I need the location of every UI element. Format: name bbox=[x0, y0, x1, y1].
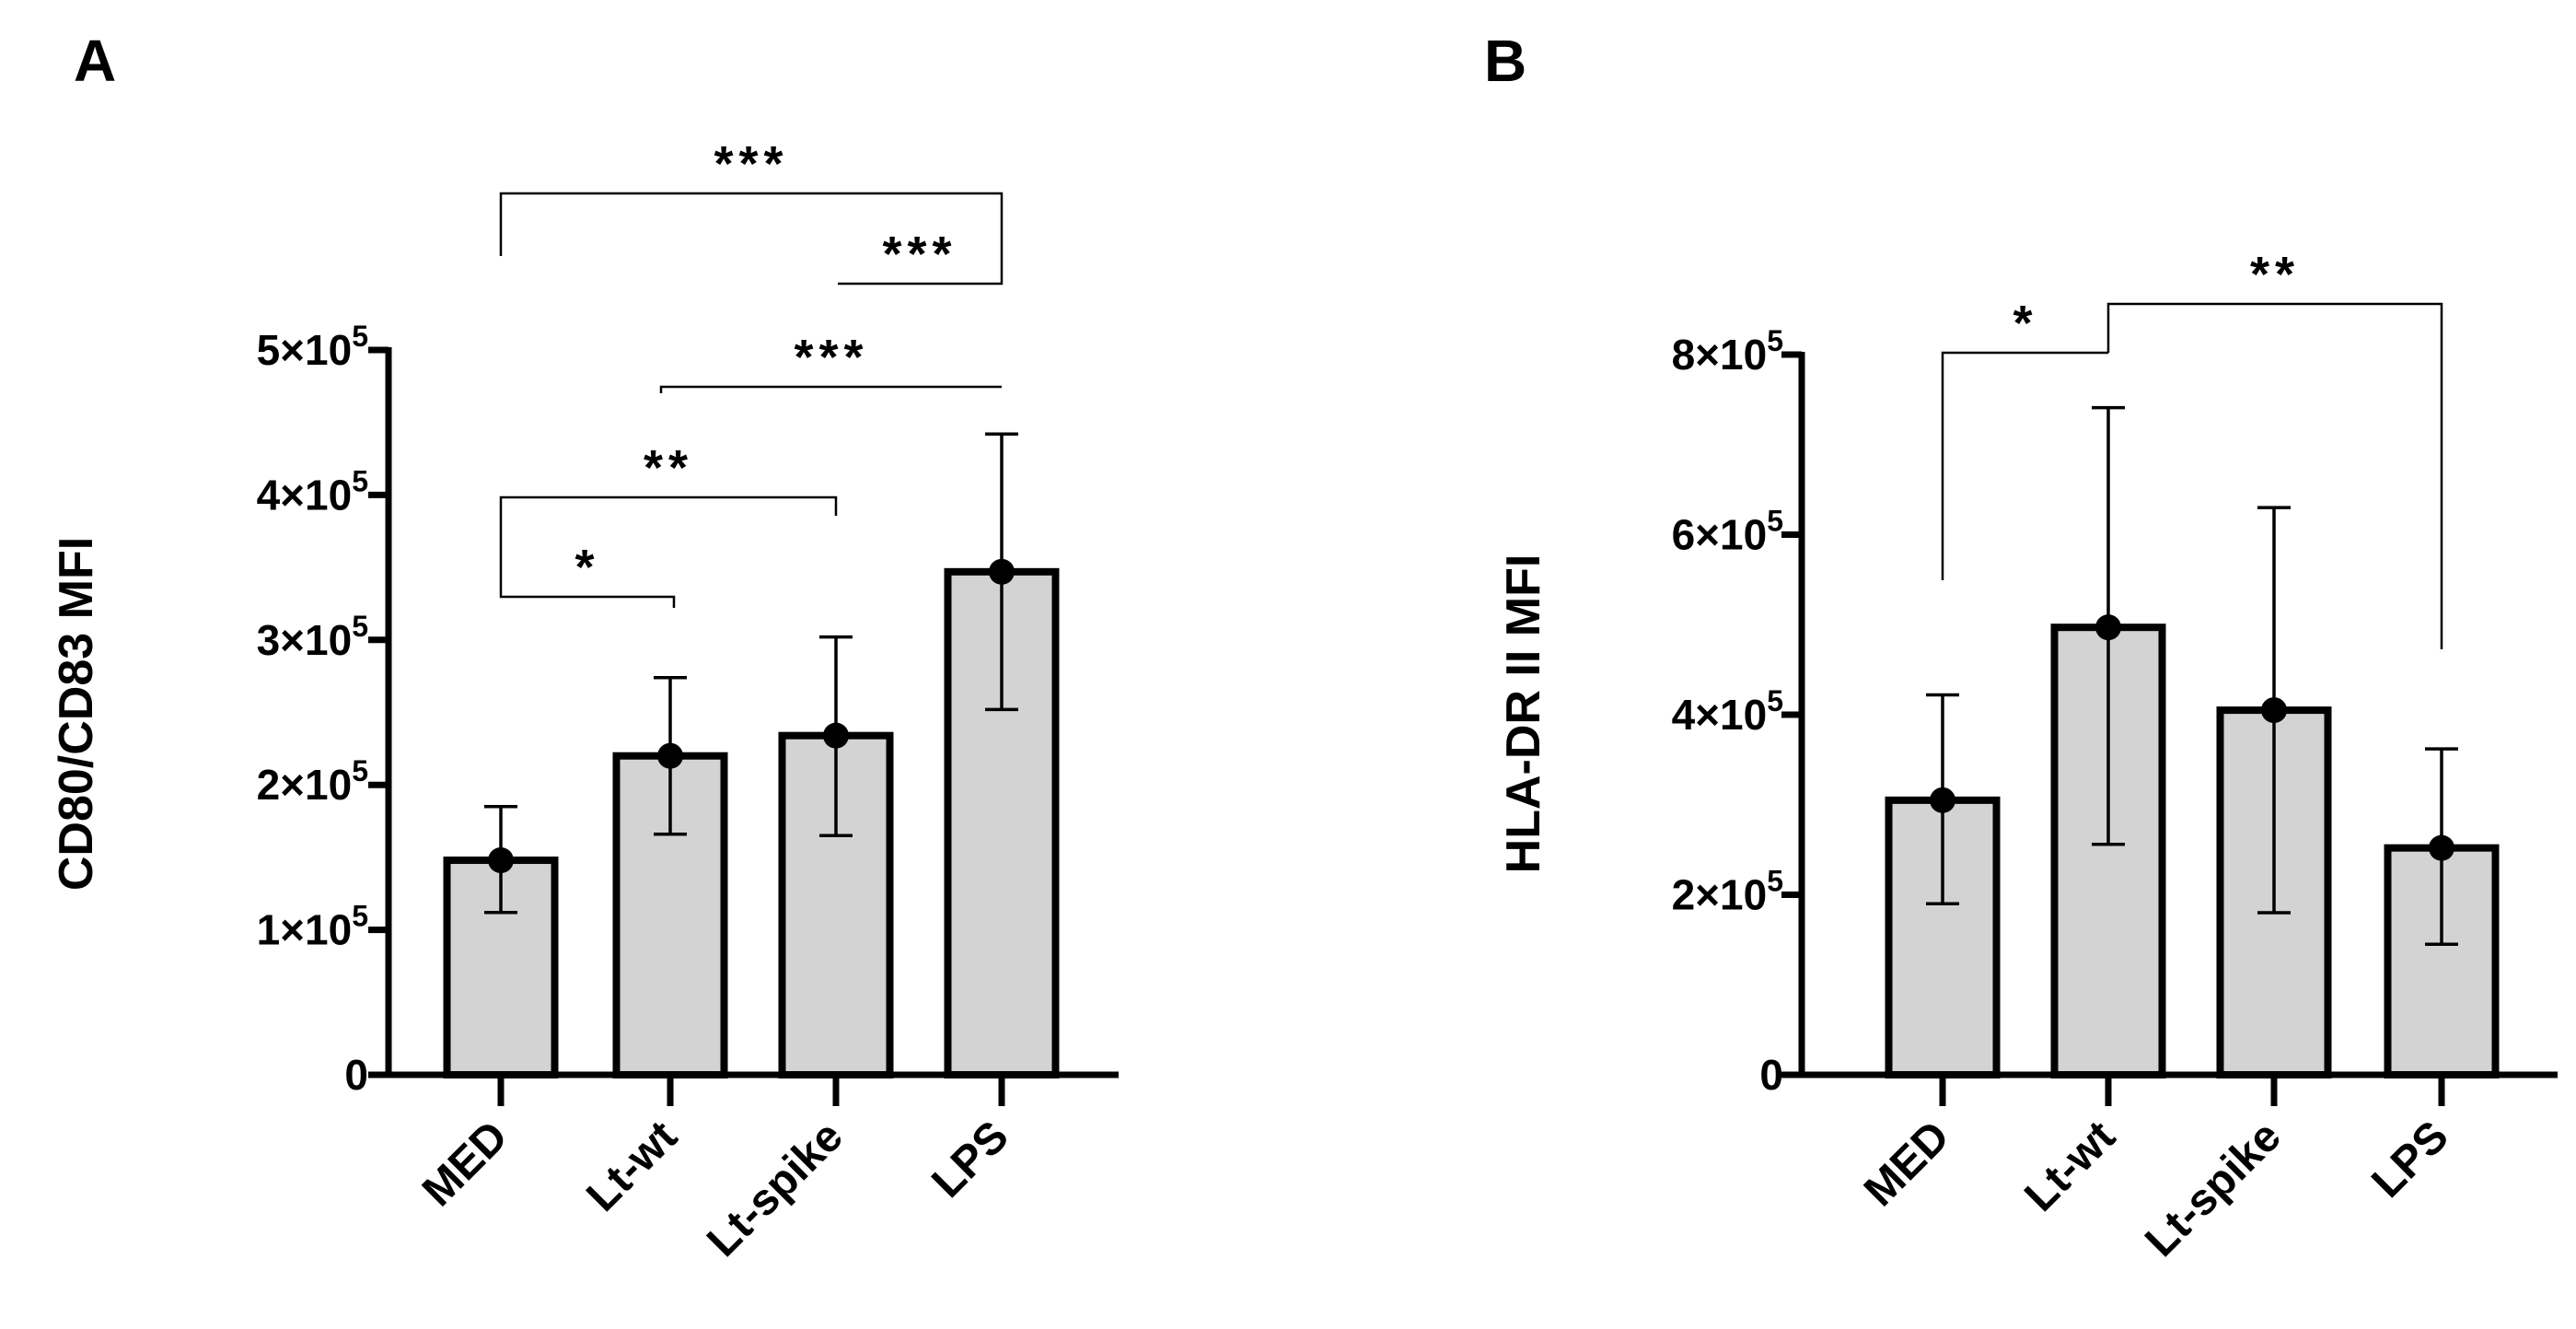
y-tick-label: 0 bbox=[1759, 1051, 1783, 1099]
significance-bracket bbox=[1941, 351, 2108, 580]
significance-label: * bbox=[2013, 296, 2037, 351]
mean-point bbox=[823, 722, 849, 749]
y-tick-label: 2×105 bbox=[1672, 865, 1783, 919]
mean-point bbox=[989, 558, 1015, 585]
panel-a-letter: A bbox=[74, 28, 116, 94]
x-tick-label: LPS bbox=[2362, 1112, 2457, 1207]
mean-point bbox=[2429, 834, 2454, 861]
y-axis-label: HLA-DR II MFI bbox=[1497, 554, 1550, 874]
significance-label: *** bbox=[794, 330, 868, 385]
significance-bracket bbox=[838, 256, 1004, 286]
significance-bracket bbox=[499, 534, 676, 608]
significance-bracket bbox=[2106, 302, 2443, 649]
x-tick-label: Lt-wt bbox=[2015, 1112, 2125, 1221]
significance-label: ** bbox=[2250, 247, 2300, 302]
significance-label: *** bbox=[714, 136, 788, 192]
y-tick-label: 4×105 bbox=[257, 464, 368, 519]
y-tick-label: 4×105 bbox=[1672, 684, 1783, 739]
y-tick-label: 2×105 bbox=[257, 754, 368, 809]
panel-b-letter: B bbox=[1484, 28, 1526, 94]
x-tick-label: Lt-wt bbox=[577, 1112, 687, 1221]
y-tick-label: 8×105 bbox=[1672, 324, 1783, 379]
significance-label: * bbox=[574, 540, 599, 595]
mean-point bbox=[1930, 787, 1955, 813]
y-tick-label: 6×105 bbox=[1672, 505, 1783, 559]
y-tick-label: 1×105 bbox=[257, 900, 368, 954]
significance-bracket bbox=[499, 192, 1004, 256]
x-tick-label: MED bbox=[1855, 1112, 1959, 1216]
mean-point bbox=[488, 847, 514, 874]
significance-bracket bbox=[659, 385, 1002, 393]
mean-point bbox=[657, 742, 683, 769]
y-tick-label: 0 bbox=[344, 1051, 368, 1099]
y-tick-label: 5×105 bbox=[257, 320, 368, 374]
mean-point bbox=[2261, 697, 2287, 724]
bar bbox=[778, 731, 894, 1079]
significance-bracket bbox=[499, 495, 838, 534]
x-tick-label: MED bbox=[413, 1112, 517, 1216]
panel-b-chart: HLA-DR II MFI 0 2×105 4×105 6×105 8×105 MED Lt-… bbox=[1497, 247, 2558, 1266]
x-tick-label: Lt-spike bbox=[2136, 1112, 2291, 1266]
y-axis-label: CD80/CD83 MFI bbox=[50, 537, 103, 891]
panel-a-chart: CD80/CD83 MFI 0 1×105 2×105 3×105 4×105 5×105 M… bbox=[50, 136, 1119, 1266]
significance-label: *** bbox=[882, 227, 957, 282]
x-tick-label: LPS bbox=[922, 1112, 1017, 1207]
mean-point bbox=[2095, 614, 2121, 641]
x-tick-label: Lt-spike bbox=[698, 1112, 853, 1266]
y-tick-label: 3×105 bbox=[257, 610, 368, 664]
significance-label: ** bbox=[644, 440, 693, 495]
